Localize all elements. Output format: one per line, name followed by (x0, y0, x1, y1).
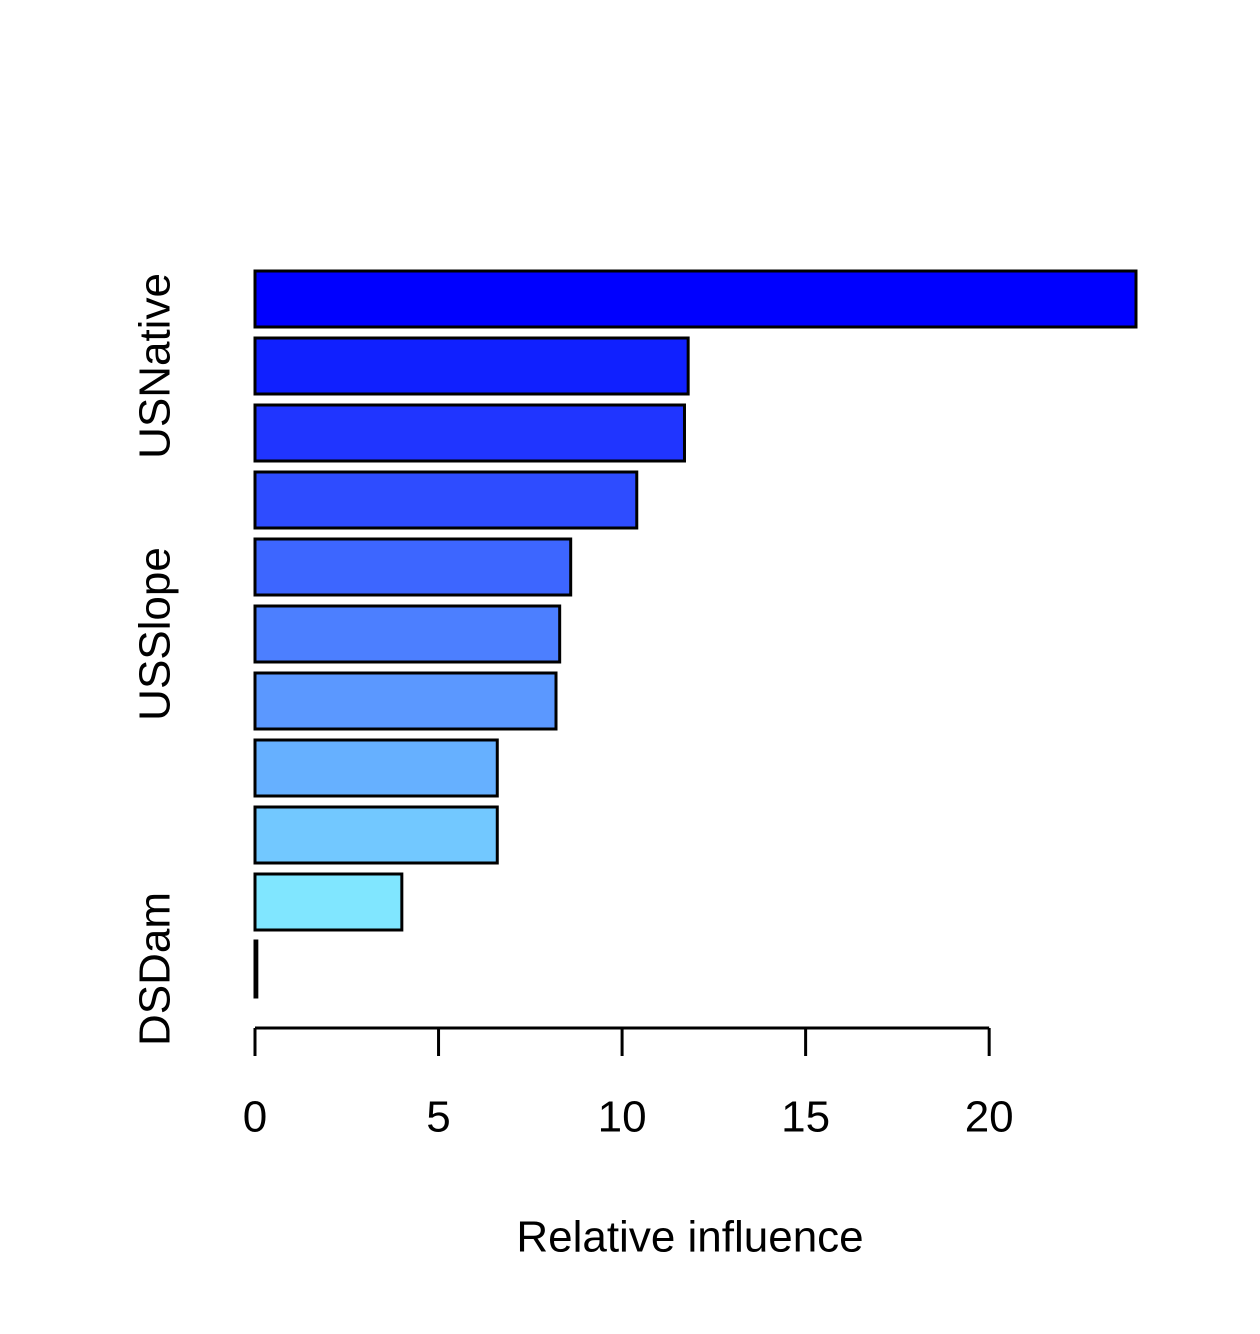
y-tick-label: USNative (131, 273, 180, 459)
x-tick-label: 10 (598, 1093, 647, 1142)
x-axis-label: Relative influence (516, 1213, 863, 1262)
x-tick-label: 0 (243, 1093, 267, 1142)
bar (253, 269, 1138, 329)
bar (253, 805, 499, 865)
y-tick-label: USSlope (131, 547, 180, 721)
bar (253, 403, 686, 463)
bar (253, 738, 499, 798)
x-tick-label: 5 (426, 1093, 450, 1142)
bar (253, 470, 639, 530)
bar (253, 671, 558, 731)
bar (253, 939, 259, 999)
bar (253, 872, 404, 932)
x-tick-label: 20 (965, 1093, 1014, 1142)
bar (253, 537, 573, 597)
bar (253, 604, 562, 664)
y-tick-label: DSDam (131, 892, 180, 1046)
x-tick-label: 15 (781, 1093, 830, 1142)
bar (253, 336, 690, 396)
